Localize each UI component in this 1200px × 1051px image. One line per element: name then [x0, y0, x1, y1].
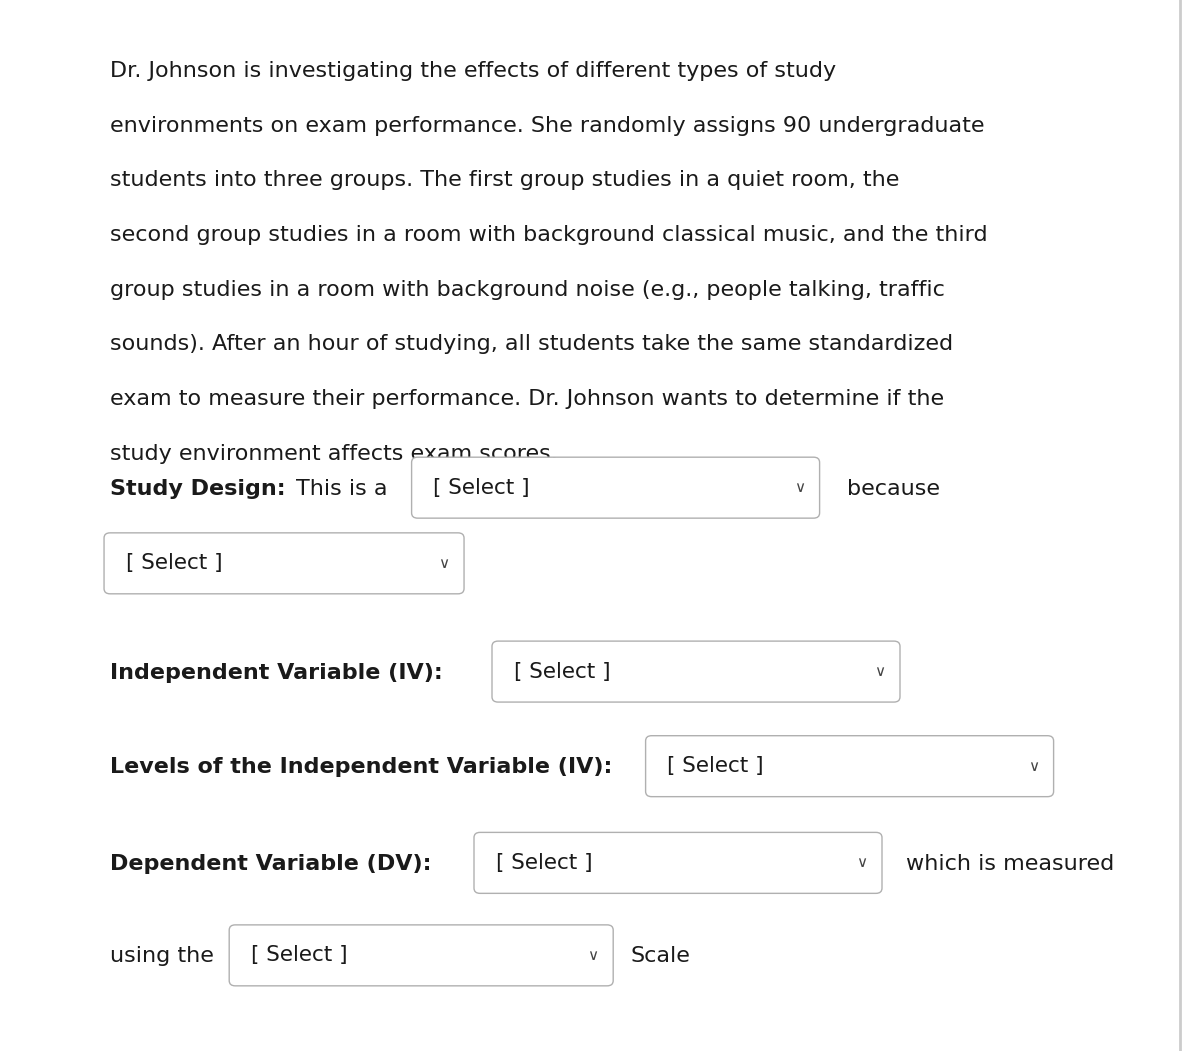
Text: ∨: ∨: [587, 948, 599, 963]
Text: ∨: ∨: [874, 664, 886, 679]
Text: Dr. Johnson is investigating the effects of different types of study: Dr. Johnson is investigating the effects…: [110, 61, 836, 81]
Text: exam to measure their performance. Dr. Johnson wants to determine if the: exam to measure their performance. Dr. J…: [110, 389, 944, 409]
Text: Levels of the Independent Variable (IV):: Levels of the Independent Variable (IV):: [110, 757, 612, 778]
Text: study environment affects exam scores.: study environment affects exam scores.: [110, 444, 558, 463]
FancyBboxPatch shape: [646, 736, 1054, 797]
Text: using the: using the: [110, 946, 214, 967]
FancyBboxPatch shape: [492, 641, 900, 702]
Text: ∨: ∨: [1027, 759, 1039, 774]
Text: [ Select ]: [ Select ]: [251, 945, 348, 966]
Text: ∨: ∨: [438, 556, 449, 571]
Text: Dependent Variable (DV):: Dependent Variable (DV):: [110, 853, 432, 874]
Text: because: because: [847, 478, 941, 499]
Text: second group studies in a room with background classical music, and the third: second group studies in a room with back…: [110, 225, 988, 245]
Text: This is a: This is a: [296, 478, 388, 499]
Text: Study Design:: Study Design:: [110, 478, 286, 499]
Text: group studies in a room with background noise (e.g., people talking, traffic: group studies in a room with background …: [110, 280, 944, 300]
Text: [ Select ]: [ Select ]: [433, 477, 530, 498]
FancyBboxPatch shape: [412, 457, 820, 518]
Text: [ Select ]: [ Select ]: [514, 661, 611, 682]
FancyBboxPatch shape: [229, 925, 613, 986]
Text: sounds). After an hour of studying, all students take the same standardized: sounds). After an hour of studying, all …: [110, 334, 953, 354]
Text: Scale: Scale: [630, 946, 690, 967]
Text: which is measured: which is measured: [906, 853, 1115, 874]
Text: environments on exam performance. She randomly assigns 90 undergraduate: environments on exam performance. She ra…: [110, 116, 984, 136]
FancyBboxPatch shape: [474, 832, 882, 893]
Text: Independent Variable (IV):: Independent Variable (IV):: [110, 662, 443, 683]
Text: ∨: ∨: [856, 856, 868, 870]
FancyBboxPatch shape: [104, 533, 464, 594]
Text: [ Select ]: [ Select ]: [667, 756, 764, 777]
Text: ∨: ∨: [793, 480, 805, 495]
Text: [ Select ]: [ Select ]: [126, 553, 222, 574]
Text: [ Select ]: [ Select ]: [496, 852, 593, 873]
Text: students into three groups. The first group studies in a quiet room, the: students into three groups. The first gr…: [110, 170, 900, 190]
